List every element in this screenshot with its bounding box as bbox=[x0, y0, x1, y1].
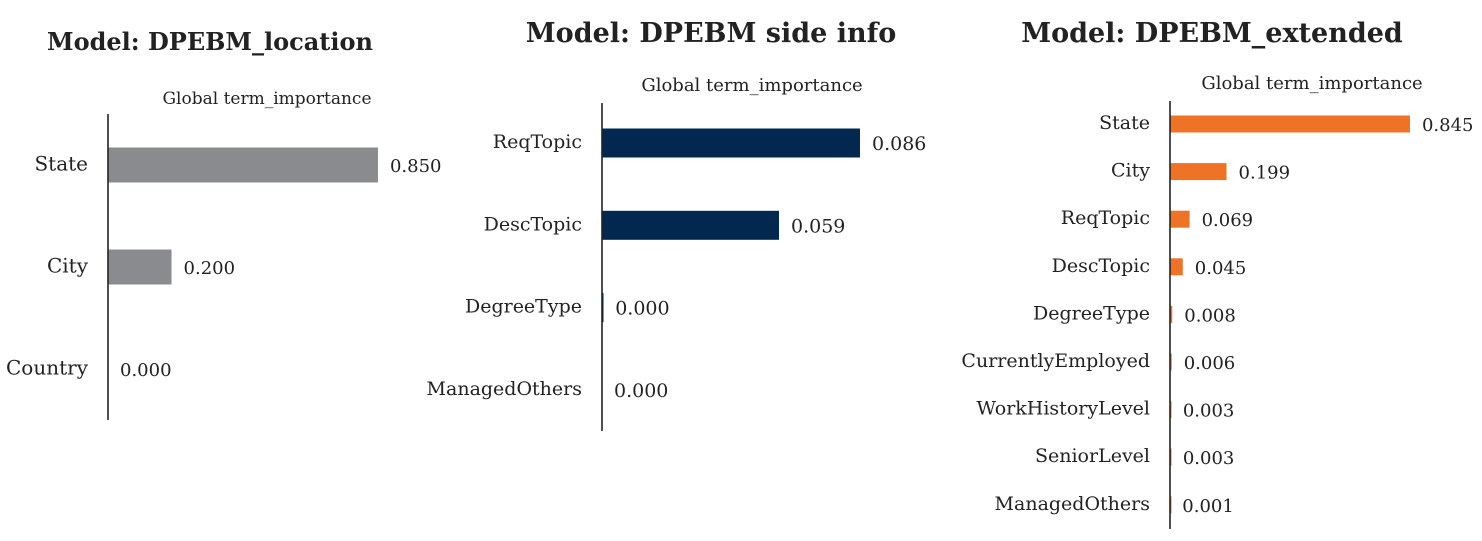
bar-City bbox=[1170, 163, 1227, 181]
value-label: 0.200 bbox=[184, 258, 236, 279]
chart-title: Model: DPEBM side info bbox=[526, 18, 896, 49]
value-label: 0.069 bbox=[1202, 210, 1254, 231]
category-label: State bbox=[34, 152, 88, 176]
category-label: DescTopic bbox=[484, 213, 582, 235]
value-label: 0.001 bbox=[1182, 496, 1234, 517]
category-label: State bbox=[1099, 112, 1150, 134]
category-label: ReqTopic bbox=[1061, 207, 1150, 229]
chart-title: Model: DPEBM_extended bbox=[1021, 18, 1403, 49]
bar-DescTopic bbox=[602, 210, 779, 240]
value-label: 0.045 bbox=[1195, 258, 1247, 279]
bar-City bbox=[108, 249, 172, 285]
category-label: WorkHistoryLevel bbox=[977, 398, 1150, 420]
category-label: DegreeType bbox=[1033, 302, 1150, 324]
category-label: City bbox=[47, 254, 89, 278]
chart-subtitle: Global term_importance bbox=[162, 89, 371, 109]
value-label: 0.059 bbox=[791, 215, 845, 237]
value-label: 0.006 bbox=[1184, 353, 1236, 374]
value-label: 0.003 bbox=[1183, 448, 1235, 469]
chart-panel-2: Model: DPEBM side info Global term_import… bbox=[427, 18, 926, 431]
category-label: ReqTopic bbox=[493, 131, 582, 153]
chart-panel-1: Model: DPEBM_location Global term_importa… bbox=[6, 27, 442, 420]
category-label: DegreeType bbox=[465, 296, 582, 318]
chart-subtitle: Global term_importance bbox=[1201, 73, 1422, 94]
bar-State bbox=[108, 147, 378, 183]
bar-DescTopic bbox=[1170, 258, 1183, 276]
value-label: 0.086 bbox=[872, 133, 926, 155]
value-label: 0.199 bbox=[1239, 163, 1291, 184]
category-label: ManagedOthers bbox=[427, 378, 582, 400]
value-label: 0.000 bbox=[614, 380, 668, 402]
value-label: 0.008 bbox=[1184, 305, 1236, 326]
value-label: 0.000 bbox=[615, 298, 669, 320]
category-label: SeniorLevel bbox=[1035, 445, 1150, 467]
chart-title: Model: DPEBM_location bbox=[47, 27, 373, 56]
category-label: ManagedOthers bbox=[995, 493, 1150, 515]
bar-ReqTopic bbox=[1170, 210, 1190, 228]
bar-ReqTopic bbox=[602, 128, 860, 158]
bar-CurrentlyEmployed bbox=[1170, 353, 1172, 371]
value-label: 0.000 bbox=[120, 360, 172, 381]
category-label: City bbox=[1111, 160, 1150, 182]
bar-DegreeType bbox=[1170, 305, 1173, 323]
value-label: 0.850 bbox=[390, 156, 442, 177]
category-label: Country bbox=[6, 356, 89, 380]
chart-subtitle: Global term_importance bbox=[641, 75, 862, 96]
value-label: 0.003 bbox=[1183, 401, 1235, 422]
chart-panel-3: Model: DPEBM_extended Global term_importa… bbox=[961, 18, 1474, 529]
value-label: 0.845 bbox=[1422, 115, 1474, 136]
bar-State bbox=[1170, 115, 1410, 133]
category-label: CurrentlyEmployed bbox=[961, 350, 1150, 372]
category-label: DescTopic bbox=[1052, 255, 1150, 277]
